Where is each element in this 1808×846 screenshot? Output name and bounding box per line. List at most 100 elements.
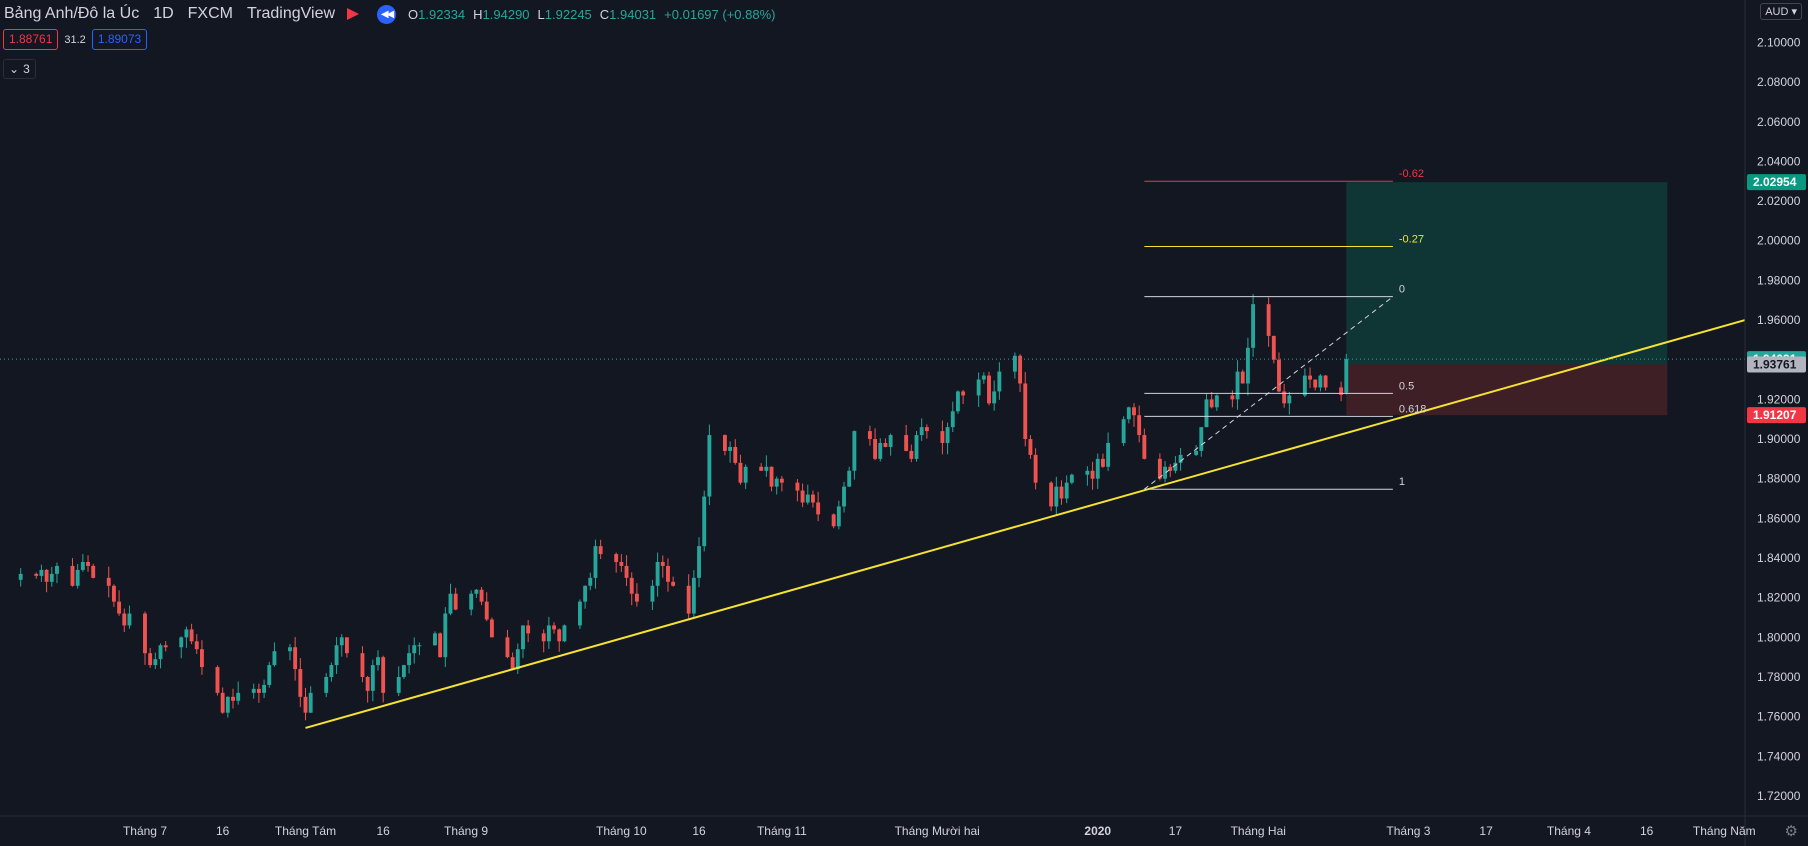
candle-body — [225, 696, 230, 713]
candle-body — [438, 633, 443, 658]
candle-body — [888, 435, 893, 447]
price-axis-badge-label: 1.91207 — [1753, 408, 1797, 422]
candle-body — [453, 593, 458, 610]
sell-button[interactable]: 1.88761 — [3, 29, 59, 50]
candle-body — [1023, 383, 1028, 440]
currency-selector[interactable]: AUD ▾ — [1760, 3, 1802, 20]
candle-body — [805, 494, 810, 503]
y-tick-label: 2.00000 — [1757, 234, 1801, 248]
candle-body — [577, 601, 582, 626]
candle-body — [163, 645, 168, 648]
candle-body — [1318, 375, 1323, 388]
candle-body — [660, 561, 665, 566]
candle-body — [655, 561, 660, 586]
candle-body — [39, 569, 44, 576]
candle-body — [324, 676, 329, 693]
candle-body — [816, 502, 821, 515]
candle-body — [106, 577, 111, 586]
candle-body — [1121, 419, 1126, 443]
candle-body — [510, 657, 515, 670]
candle-body — [407, 653, 412, 666]
candle-body — [80, 561, 85, 570]
candle-body — [1199, 427, 1204, 451]
candle-body — [189, 629, 194, 642]
x-tick-label: Tháng 4 — [1547, 824, 1591, 838]
candle-body — [55, 565, 59, 574]
x-tick-label: Tháng Hai — [1231, 824, 1286, 838]
candle-body — [1163, 466, 1168, 479]
candle-body — [148, 653, 153, 666]
candle-body — [184, 629, 189, 638]
chevron-down-icon: ⌄ — [9, 62, 20, 76]
interval-label[interactable]: 1D — [153, 5, 174, 22]
candle-body — [1240, 371, 1245, 384]
x-tick-label: Tháng 10 — [596, 824, 647, 838]
profit-zone — [1346, 182, 1668, 365]
candle-body — [1028, 439, 1033, 455]
candle-body — [666, 565, 670, 582]
candle-body — [1064, 482, 1069, 499]
candle-body — [474, 589, 479, 594]
candle-body — [1090, 470, 1095, 479]
x-tick-label: Tháng Tám — [275, 824, 336, 838]
candle-body — [86, 561, 90, 566]
buy-button[interactable]: 1.89073 — [91, 29, 148, 50]
candle-body — [34, 573, 39, 576]
ohlc-item: O1.92334 — [408, 6, 466, 22]
price-axis-badge — [1747, 174, 1806, 191]
candle-body — [919, 427, 924, 436]
candle-body — [360, 653, 365, 677]
candle-body — [401, 665, 406, 677]
candle-body — [588, 577, 593, 586]
gear-icon[interactable]: ⚙ — [1784, 823, 1798, 840]
y-tick-label: 1.88000 — [1757, 472, 1801, 486]
y-tick-label: 2.04000 — [1757, 154, 1801, 168]
symbol-name[interactable]: Bảng Anh/Đô la Úc — [4, 5, 140, 22]
candle-body — [231, 696, 235, 701]
candle-body — [1168, 466, 1173, 471]
candle-body — [764, 466, 769, 471]
candle-body — [412, 645, 417, 654]
candle-body — [220, 692, 225, 713]
price-axis-badge — [1747, 356, 1806, 373]
candle-body — [365, 676, 370, 691]
candle-body — [831, 514, 836, 527]
flag-icon[interactable] — [347, 8, 360, 20]
fib-level-label: -0.27 — [1399, 233, 1424, 245]
candle-body — [443, 613, 448, 658]
y-tick-label: 1.92000 — [1757, 392, 1801, 406]
indicators-toggle[interactable]: ⌄ 3 — [3, 59, 36, 79]
candle-body — [75, 569, 80, 586]
candle-body — [1059, 486, 1064, 499]
candle-body — [924, 427, 929, 432]
candle-body — [707, 435, 712, 497]
candle-body — [1137, 415, 1142, 436]
y-tick-label: 1.82000 — [1757, 591, 1801, 605]
candle-body — [200, 649, 204, 668]
price-axis-badge — [1747, 407, 1806, 424]
candle-body — [1095, 458, 1100, 479]
price-axis-badge-label: 2.02954 — [1753, 175, 1797, 189]
candle-body — [521, 625, 525, 650]
candle-body — [1142, 435, 1147, 459]
candle-body — [878, 442, 883, 459]
fib-diagonal — [1144, 296, 1394, 490]
ohlc-item: C1.94031 — [599, 6, 657, 22]
candle-body — [1194, 450, 1199, 455]
candle-body — [738, 462, 743, 483]
candle-body — [1173, 462, 1178, 471]
candle-body — [1323, 375, 1328, 388]
candle-body — [417, 645, 422, 647]
y-tick-label: 2.08000 — [1757, 75, 1801, 89]
candle-body — [1209, 399, 1214, 408]
candle-body — [842, 486, 846, 507]
candle-body — [1245, 347, 1250, 384]
replay-icon[interactable]: ◀◀ — [377, 4, 397, 24]
candle-body — [634, 593, 639, 602]
candle-body — [914, 435, 919, 459]
indicator-count: 3 — [23, 62, 30, 76]
candle-body — [1302, 375, 1307, 396]
candle-body — [1287, 395, 1292, 404]
candle-body — [583, 585, 588, 602]
